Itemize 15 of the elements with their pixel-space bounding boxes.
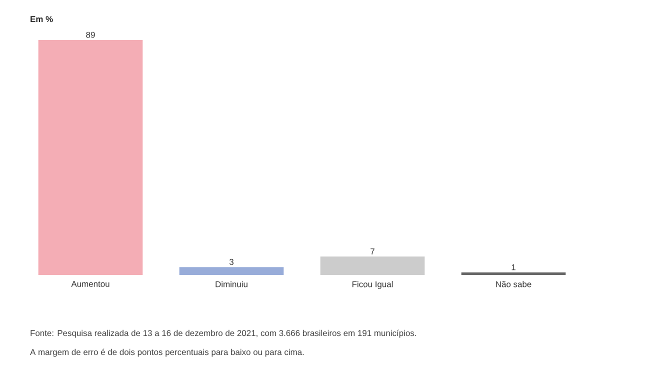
bar [179,267,284,275]
x-tick-label: Ficou Igual [352,281,393,289]
bar [320,256,425,275]
data-label: 1 [512,264,516,270]
data-label: 89 [86,32,95,38]
bar [461,272,566,275]
data-label: 3 [229,258,234,265]
x-tick-label: Aumentou [71,281,110,287]
x-tick-label: Não sabe [496,281,532,288]
source-note: Fonte: Pesquisa realizada de 13 a 16 de dezembro de 2021, com 3.666 brasileiros em 191 municípios. [30,330,416,338]
x-tick-label: Diminuiu [216,281,248,288]
chart-title: Em % [30,16,53,22]
bar [38,40,143,275]
data-label: 7 [370,248,374,254]
text: A margem de erro é de dois pontos percentuais para baixo ou para cima. [30,348,304,357]
